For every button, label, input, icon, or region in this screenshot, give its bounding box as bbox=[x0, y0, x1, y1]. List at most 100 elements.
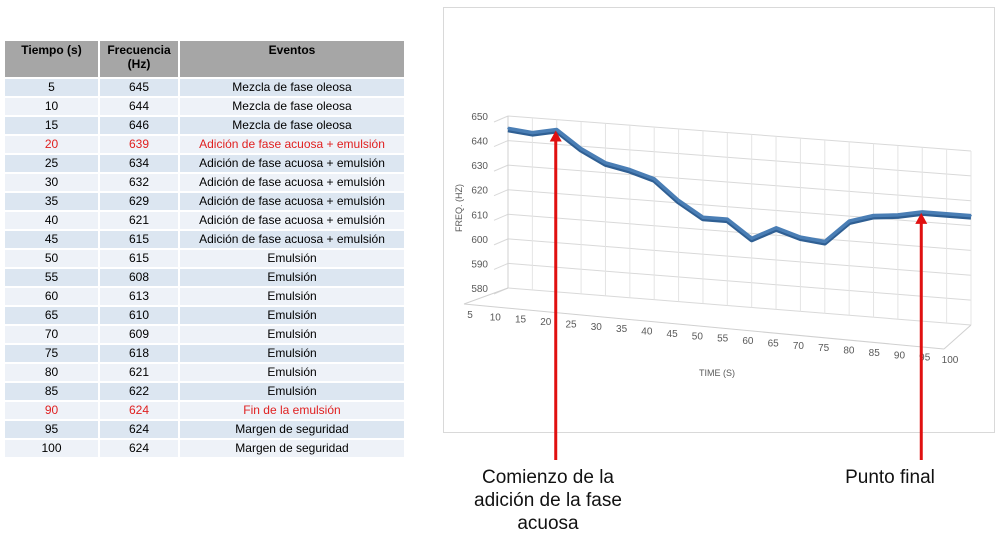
table-row: 75 618 Emulsión bbox=[5, 344, 406, 364]
x-tick-label: 80 bbox=[843, 346, 855, 357]
x-tick-label: 85 bbox=[869, 348, 881, 359]
table-row: 100 624 Margen de seguridad bbox=[5, 439, 406, 459]
cell-event: Mezcla de fase oleosa bbox=[179, 78, 406, 98]
cell-event: Adición de fase acuosa + emulsión bbox=[179, 192, 406, 212]
x-tick-label: 10 bbox=[490, 312, 502, 323]
x-tick-label: 5 bbox=[467, 310, 473, 321]
cell-time: 20 bbox=[5, 135, 100, 155]
data-point bbox=[824, 240, 826, 243]
gridline-horizontal bbox=[507, 287, 972, 326]
data-point bbox=[555, 128, 558, 131]
cell-frequency: 646 bbox=[99, 116, 180, 136]
table-row: 25 634 Adición de fase acuosa + emulsión bbox=[5, 154, 406, 174]
gridline-horizontal bbox=[507, 262, 972, 301]
table-row: 65 610 Emulsión bbox=[5, 306, 406, 326]
cell-frequency: 615 bbox=[99, 249, 180, 269]
table-row: 30 632 Adición de fase acuosa + emulsión bbox=[5, 173, 406, 193]
cell-frequency: 624 bbox=[99, 439, 180, 459]
cell-time: 75 bbox=[5, 344, 100, 364]
y-tick-label: 650 bbox=[471, 112, 488, 123]
gridline-side bbox=[493, 115, 509, 123]
gridline-side bbox=[493, 213, 509, 221]
table-row: 45 615 Adición de fase acuosa + emulsión bbox=[5, 230, 406, 250]
x-tick-label: 45 bbox=[667, 329, 679, 340]
cell-event: Emulsión bbox=[179, 382, 406, 402]
data-point bbox=[677, 199, 680, 202]
table-row: 80 621 Emulsión bbox=[5, 363, 406, 383]
cell-event: Adición de fase acuosa + emulsión bbox=[179, 230, 406, 250]
cell-frequency: 609 bbox=[99, 325, 180, 345]
cell-time: 80 bbox=[5, 363, 100, 383]
table-row: 85 622 Emulsión bbox=[5, 382, 406, 402]
cell-event: Emulsión bbox=[179, 363, 406, 383]
data-point bbox=[897, 214, 899, 216]
data-point bbox=[726, 218, 729, 220]
frequency-chart: 580 590 600 610 620 630 640 650 5 10 15 20 25 30 35 40 4… bbox=[454, 112, 972, 378]
table-body: 5 645 Mezcla de fase oleosa 10 644 Mezcla de … bbox=[5, 78, 406, 459]
cell-frequency: 624 bbox=[99, 420, 180, 440]
cell-frequency: 632 bbox=[99, 173, 180, 193]
table-row: 70 609 Emulsión bbox=[5, 325, 406, 345]
cell-time: 35 bbox=[5, 192, 100, 212]
header-frequency: Frecuencia (Hz) bbox=[99, 41, 180, 79]
cell-frequency: 624 bbox=[99, 401, 180, 421]
cell-time: 5 bbox=[5, 78, 100, 98]
table-row: 10 644 Mezcla de fase oleosa bbox=[5, 97, 406, 117]
cell-time: 65 bbox=[5, 306, 100, 326]
cell-time: 40 bbox=[5, 211, 100, 231]
x-tick-label: 70 bbox=[793, 341, 805, 352]
table-row: 55 608 Emulsión bbox=[5, 268, 406, 288]
gridline-side bbox=[493, 238, 509, 246]
cell-time: 10 bbox=[5, 97, 100, 117]
gridline-side bbox=[493, 262, 509, 270]
data-point bbox=[580, 147, 582, 150]
cell-event: Emulsión bbox=[179, 306, 406, 326]
cell-frequency: 613 bbox=[99, 287, 180, 307]
x-tick-label: 35 bbox=[616, 324, 628, 335]
header-time: Tiempo (s) bbox=[5, 41, 100, 79]
cell-event: Emulsión bbox=[179, 325, 406, 345]
cell-time: 45 bbox=[5, 230, 100, 250]
cell-frequency: 644 bbox=[99, 97, 180, 117]
data-point bbox=[848, 220, 850, 222]
gridline-horizontal bbox=[507, 238, 972, 276]
table-row: 40 621 Adición de fase acuosa + emulsión bbox=[5, 211, 406, 231]
data-point bbox=[653, 178, 655, 180]
x-tick-label: 60 bbox=[742, 336, 754, 347]
cell-time: 25 bbox=[5, 154, 100, 174]
floor-edge-front bbox=[463, 303, 945, 350]
x-tick-label: 20 bbox=[540, 317, 552, 328]
gridline-horizontal bbox=[507, 189, 972, 227]
x-tick-label: 95 bbox=[919, 353, 931, 364]
cell-time: 70 bbox=[5, 325, 100, 345]
data-point bbox=[531, 131, 534, 134]
table-row: 15 646 Mezcla de fase oleosa bbox=[5, 116, 406, 136]
cell-event: Margen de seguridad bbox=[179, 420, 406, 440]
data-point bbox=[945, 212, 948, 215]
x-axis-title: TIME (S) bbox=[699, 368, 735, 378]
cell-frequency: 629 bbox=[99, 192, 180, 212]
cell-event: Fin de la emulsión bbox=[179, 401, 406, 421]
gridline-side bbox=[493, 164, 509, 172]
x-tick-label: 15 bbox=[515, 315, 527, 326]
y-axis-title: FREQ. (HZ) bbox=[454, 184, 464, 232]
table-row: 35 629 Adición de fase acuosa + emulsión bbox=[5, 192, 406, 212]
table-row: 90 624 Fin de la emulsión bbox=[5, 401, 406, 421]
cell-event: Adición de fase acuosa + emulsión bbox=[179, 211, 406, 231]
x-tick-label: 75 bbox=[818, 343, 830, 354]
cell-event: Emulsión bbox=[179, 287, 406, 307]
cell-time: 95 bbox=[5, 420, 100, 440]
y-tick-label: 580 bbox=[471, 284, 488, 295]
gridline-side bbox=[493, 140, 509, 148]
cell-time: 100 bbox=[5, 439, 100, 459]
cell-event: Margen de seguridad bbox=[179, 439, 406, 459]
data-point bbox=[775, 227, 777, 229]
cell-frequency: 622 bbox=[99, 382, 180, 402]
table-row: 60 613 Emulsión bbox=[5, 287, 406, 307]
cell-frequency: 634 bbox=[99, 154, 180, 174]
y-tick-label: 640 bbox=[471, 137, 488, 148]
cell-event: Adición de fase acuosa + emulsión bbox=[179, 135, 406, 155]
cell-frequency: 615 bbox=[99, 230, 180, 250]
cell-time: 50 bbox=[5, 249, 100, 269]
data-point bbox=[604, 162, 607, 164]
